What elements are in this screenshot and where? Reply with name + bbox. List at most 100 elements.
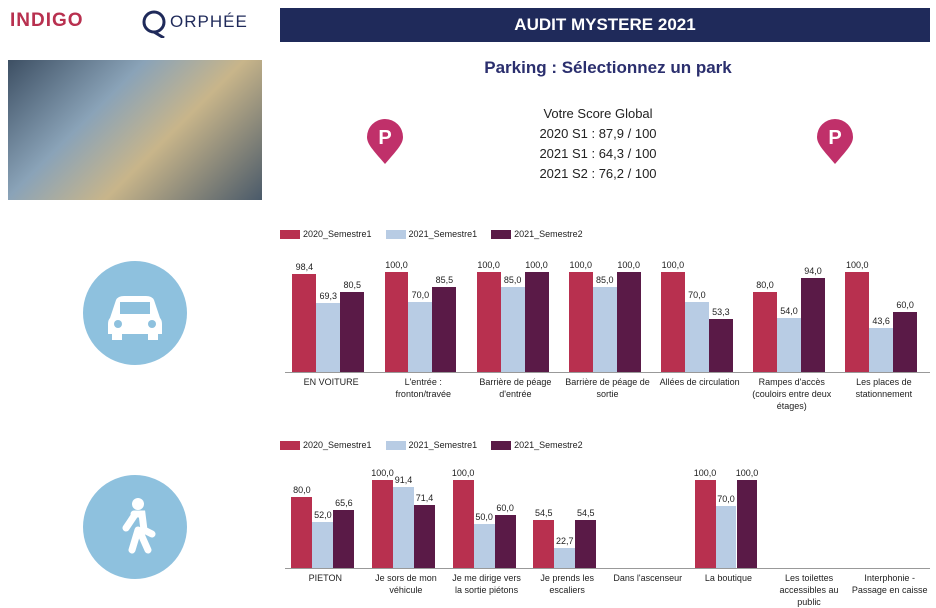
legend-swatch — [280, 441, 300, 450]
bar — [575, 520, 596, 568]
legend-item: 2021_Semestre2 — [491, 229, 583, 239]
value-label: 60,0 — [885, 300, 925, 310]
legend-label: 2021_Semestre1 — [409, 440, 478, 450]
photo — [8, 60, 262, 200]
value-label: 100,0 — [727, 468, 767, 478]
score-title: Votre Score Global — [480, 106, 716, 121]
value-label: 94,0 — [793, 266, 833, 276]
bar — [661, 272, 685, 372]
x-tick-label: Dans l'ascenseur — [610, 572, 687, 584]
x-tick-label: Barrière de péage d'entrée — [471, 376, 559, 400]
value-label: 80,0 — [282, 485, 322, 495]
bar — [753, 292, 777, 372]
bar — [292, 274, 316, 372]
bar — [474, 524, 495, 568]
bar — [291, 497, 312, 568]
legend-label: 2021_Semestre2 — [514, 440, 583, 450]
legend-label: 2020_Semestre1 — [303, 440, 372, 450]
x-tick-label: La boutique — [690, 572, 767, 584]
page: {"header": {"brand": "INDIGO", "partner"… — [0, 0, 936, 607]
bar — [716, 506, 737, 568]
bar — [477, 272, 501, 372]
bar — [414, 505, 435, 568]
bar — [569, 272, 593, 372]
value-label: 100,0 — [837, 260, 877, 270]
bar — [385, 272, 409, 372]
bar — [333, 510, 354, 568]
banner: AUDIT MYSTERE 2021 — [280, 8, 930, 42]
bar — [408, 302, 432, 372]
svg-text:P: P — [378, 127, 391, 149]
legend-item: 2020_Semestre1 — [280, 440, 372, 450]
value-label: 100,0 — [609, 260, 649, 270]
partner-icon — [140, 8, 170, 38]
legend: 2020_Semestre1 2021_Semestre1 2021_Semestr… — [280, 229, 583, 239]
value-label: 65,6 — [324, 498, 364, 508]
value-label: 100,0 — [469, 260, 509, 270]
brand-logo: INDIGO — [10, 10, 84, 32]
value-label: 100,0 — [376, 260, 416, 270]
legend-swatch — [386, 441, 406, 450]
score-line: 2021 S1 : 64,3 / 100 — [480, 146, 716, 161]
legend-item: 2021_Semestre1 — [386, 440, 478, 450]
bar — [869, 328, 893, 372]
value-label: 100,0 — [653, 260, 693, 270]
car-icon — [82, 260, 188, 366]
bar — [525, 272, 549, 372]
bar — [340, 292, 364, 373]
bar — [372, 480, 393, 568]
value-label: 100,0 — [561, 260, 601, 270]
pedestrian-icon — [82, 474, 188, 580]
value-label: 98,4 — [284, 262, 324, 272]
bar — [432, 287, 456, 373]
bar — [737, 480, 758, 568]
bar — [777, 318, 801, 372]
bar — [801, 278, 825, 372]
x-tick-label: Je prends les escaliers — [529, 572, 606, 596]
score-line: 2021 S2 : 76,2 / 100 — [480, 166, 716, 181]
value-label: 85,5 — [424, 275, 464, 285]
x-tick-label: Je me dirige vers la sortie piétons — [448, 572, 525, 596]
legend: 2020_Semestre1 2021_Semestre1 2021_Semestr… — [280, 440, 583, 450]
value-label: 53,3 — [701, 307, 741, 317]
bar — [501, 287, 525, 372]
bar — [617, 272, 641, 372]
x-tick-label: Je sors de mon véhicule — [368, 572, 445, 596]
x-tick-label: Interphonie - Passage en caisse — [851, 572, 928, 596]
value-label: 100,0 — [443, 468, 483, 478]
legend-swatch — [386, 230, 406, 239]
value-label: 100,0 — [517, 260, 557, 270]
value-label: 91,4 — [384, 475, 424, 485]
parking-pin: P — [365, 118, 405, 166]
legend-label: 2021_Semestre1 — [409, 229, 478, 239]
bar — [316, 303, 340, 372]
value-label: 80,0 — [745, 280, 785, 290]
value-label: 60,0 — [485, 503, 525, 513]
bar — [312, 522, 333, 568]
legend-item: 2020_Semestre1 — [280, 229, 372, 239]
bar — [554, 548, 575, 568]
x-tick-label: L'entrée : fronton/travée — [379, 376, 467, 400]
x-axis — [285, 568, 930, 569]
parking-pin: P — [815, 118, 855, 166]
x-tick-label: Barrière de péage de sortie — [563, 376, 651, 400]
bar — [453, 480, 474, 568]
bar — [893, 312, 917, 372]
value-label: 80,5 — [332, 280, 372, 290]
legend-item: 2021_Semestre1 — [386, 229, 478, 239]
x-tick-label: PIETON — [287, 572, 364, 584]
value-label: 70,0 — [677, 290, 717, 300]
value-label: 100,0 — [685, 468, 725, 478]
legend-item: 2021_Semestre2 — [491, 440, 583, 450]
partner-logo: ORPHÉE — [170, 12, 248, 32]
bar — [593, 287, 617, 372]
value-label: 54,5 — [524, 508, 564, 518]
legend-swatch — [491, 230, 511, 239]
subtitle: Parking : Sélectionnez un park — [280, 58, 936, 78]
x-tick-label: Allées de circulation — [656, 376, 744, 388]
score-line: 2020 S1 : 87,9 / 100 — [480, 126, 716, 141]
x-axis — [285, 372, 930, 373]
legend-swatch — [280, 230, 300, 239]
legend-swatch — [491, 441, 511, 450]
x-tick-label: Les toilettes accessibles au public — [771, 572, 848, 608]
